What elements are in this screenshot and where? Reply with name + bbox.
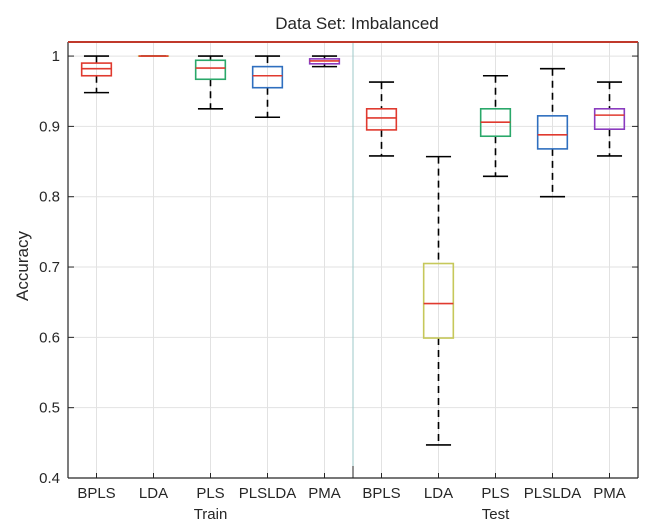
box-test-lda	[422, 155, 455, 446]
y-tick-label: 0.6	[39, 329, 60, 346]
y-tick-label: 1	[52, 48, 60, 65]
x-tick-label: BPLS	[362, 485, 400, 502]
x-tick-label: PLS	[481, 485, 509, 502]
y-tick-label: 0.4	[39, 470, 60, 487]
chart-title: Data Set: Imbalanced	[275, 14, 438, 33]
x-tick-label: PMA	[593, 485, 626, 502]
box-train-pma	[308, 55, 341, 68]
box-train-bpls	[80, 55, 113, 94]
box-iqr	[251, 65, 284, 89]
x-tick-label: LDA	[424, 485, 453, 502]
y-tick-label: 0.5	[39, 400, 60, 417]
box-iqr	[365, 108, 398, 131]
x-tick-label: PLS	[196, 485, 224, 502]
y-axis-title: Accuracy	[13, 231, 32, 301]
box-train-plslda	[251, 55, 284, 119]
x-tick-label: LDA	[139, 485, 168, 502]
box-test-pls	[479, 74, 512, 178]
y-tick-label: 0.8	[39, 189, 60, 206]
box-iqr	[194, 59, 227, 81]
box-iqr	[422, 262, 455, 339]
box-iqr	[593, 108, 626, 130]
group-label-train: Train	[194, 506, 228, 523]
box-layer	[80, 55, 626, 446]
x-tick-label: PLSLDA	[524, 485, 582, 502]
x-tick-label: PLSLDA	[239, 485, 297, 502]
box-test-bpls	[365, 81, 398, 157]
box-test-plslda	[536, 67, 569, 198]
box-iqr	[536, 115, 569, 150]
group-label-test: Test	[482, 506, 510, 523]
box-test-pma	[593, 81, 626, 157]
y-tick-label: 0.9	[39, 118, 60, 135]
x-tick-label: PMA	[308, 485, 341, 502]
grid-layer	[68, 42, 638, 479]
x-tick-label: BPLS	[77, 485, 115, 502]
box-train-pls	[194, 55, 227, 110]
y-tick-label: 0.7	[39, 259, 60, 276]
